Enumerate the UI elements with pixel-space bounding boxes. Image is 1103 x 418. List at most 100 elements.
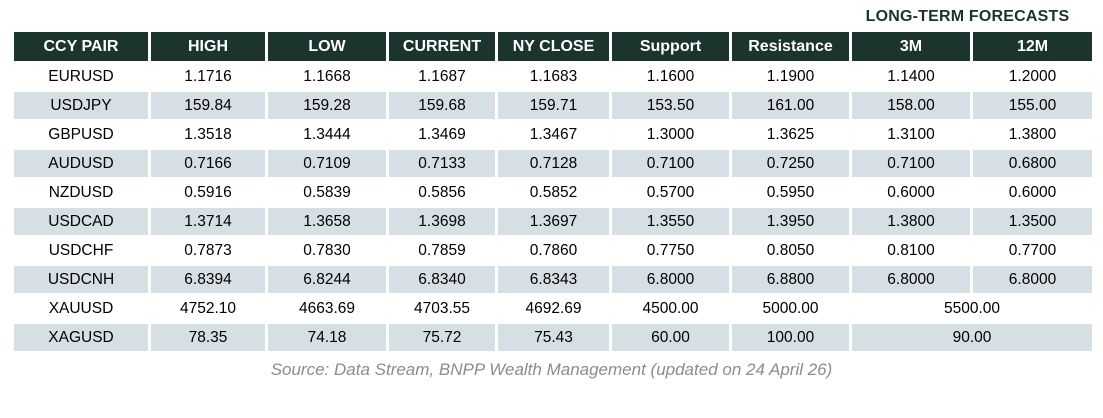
header-ccy-pair: CCY PAIR <box>14 32 148 61</box>
ccy-pair-cell: NZDUSD <box>14 179 148 206</box>
forecast-3m-cell: 1.3100 <box>852 121 970 148</box>
table-row: NZDUSD 0.5916 0.5839 0.5856 0.5852 0.5700 0.59… <box>14 179 1092 206</box>
header-support: Support <box>612 32 729 61</box>
resistance-cell: 5000.00 <box>732 295 849 322</box>
current-cell: 0.5856 <box>389 179 495 206</box>
ny-close-cell: 4692.69 <box>498 295 609 322</box>
header-ny-close: NY CLOSE <box>498 32 609 61</box>
low-cell: 1.3444 <box>268 121 386 148</box>
resistance-cell: 6.8800 <box>732 266 849 293</box>
high-cell: 1.3518 <box>151 121 265 148</box>
high-cell: 4752.10 <box>151 295 265 322</box>
low-cell: 0.7109 <box>268 150 386 177</box>
table-row: EURUSD 1.1716 1.1668 1.1687 1.1683 1.1600 1.19… <box>14 63 1092 90</box>
forecast-merged-cell: 90.00 <box>852 324 1092 351</box>
forecast-12m-cell: 0.6800 <box>973 150 1092 177</box>
forecast-12m-cell: 0.7700 <box>973 237 1092 264</box>
table-row: XAGUSD 78.35 74.18 75.72 75.43 60.00 100.00 90.… <box>14 324 1092 351</box>
resistance-cell: 100.00 <box>732 324 849 351</box>
long-term-forecasts-title: LONG-TERM FORECASTS <box>865 8 1070 25</box>
ny-close-cell: 0.7128 <box>498 150 609 177</box>
ccy-pair-cell: XAGUSD <box>14 324 148 351</box>
ccy-pair-cell: USDCNH <box>14 266 148 293</box>
resistance-cell: 0.8050 <box>732 237 849 264</box>
header-12m: 12M <box>973 32 1092 61</box>
high-cell: 1.1716 <box>151 63 265 90</box>
forecast-3m-cell: 1.1400 <box>852 63 970 90</box>
current-cell: 1.1687 <box>389 63 495 90</box>
forecast-3m-cell: 0.7100 <box>852 150 970 177</box>
header-current: CURRENT <box>389 32 495 61</box>
current-cell: 1.3469 <box>389 121 495 148</box>
table-row: USDCNH 6.8394 6.8244 6.8340 6.8343 6.8000 6.88… <box>14 266 1092 293</box>
table-row: XAUUSD 4752.10 4663.69 4703.55 4692.69 4500.0… <box>14 295 1092 322</box>
ny-close-cell: 159.71 <box>498 92 609 119</box>
current-cell: 0.7859 <box>389 237 495 264</box>
table-row: GBPUSD 1.3518 1.3444 1.3469 1.3467 1.3000 1.36… <box>14 121 1092 148</box>
ccy-pair-cell: EURUSD <box>14 63 148 90</box>
forecast-12m-cell: 1.3800 <box>973 121 1092 148</box>
resistance-cell: 0.5950 <box>732 179 849 206</box>
forecast-12m-cell: 6.8000 <box>973 266 1092 293</box>
low-cell: 1.1668 <box>268 63 386 90</box>
current-cell: 159.68 <box>389 92 495 119</box>
ccy-pair-cell: USDCHF <box>14 237 148 264</box>
forecast-12m-cell: 1.3500 <box>973 208 1092 235</box>
table-row: USDJPY 159.84 159.28 159.68 159.71 153.50 161.… <box>14 92 1092 119</box>
low-cell: 4663.69 <box>268 295 386 322</box>
ccy-pair-cell: USDJPY <box>14 92 148 119</box>
high-cell: 6.8394 <box>151 266 265 293</box>
support-cell: 1.1600 <box>612 63 729 90</box>
forecast-3m-cell: 1.3800 <box>852 208 970 235</box>
forecast-12m-cell: 0.6000 <box>973 179 1092 206</box>
header-3m: 3M <box>852 32 970 61</box>
forecast-3m-cell: 0.6000 <box>852 179 970 206</box>
high-cell: 78.35 <box>151 324 265 351</box>
table-row: USDCHF 0.7873 0.7830 0.7859 0.7860 0.7750 0.80… <box>14 237 1092 264</box>
support-cell: 4500.00 <box>612 295 729 322</box>
support-cell: 60.00 <box>612 324 729 351</box>
support-cell: 0.5700 <box>612 179 729 206</box>
ny-close-cell: 6.8343 <box>498 266 609 293</box>
low-cell: 159.28 <box>268 92 386 119</box>
ny-close-cell: 1.3697 <box>498 208 609 235</box>
resistance-cell: 0.7250 <box>732 150 849 177</box>
forecast-12m-cell: 155.00 <box>973 92 1092 119</box>
support-cell: 0.7100 <box>612 150 729 177</box>
long-term-forecasts-banner: LONG-TERM FORECASTS <box>14 4 1089 30</box>
ny-close-cell: 1.1683 <box>498 63 609 90</box>
current-cell: 75.72 <box>389 324 495 351</box>
low-cell: 0.7830 <box>268 237 386 264</box>
low-cell: 0.5839 <box>268 179 386 206</box>
high-cell: 0.5916 <box>151 179 265 206</box>
low-cell: 6.8244 <box>268 266 386 293</box>
support-cell: 6.8000 <box>612 266 729 293</box>
forecast-3m-cell: 158.00 <box>852 92 970 119</box>
ccy-pair-cell: GBPUSD <box>14 121 148 148</box>
forecast-merged-cell: 5500.00 <box>852 295 1092 322</box>
forecast-3m-cell: 0.8100 <box>852 237 970 264</box>
forecast-3m-cell: 6.8000 <box>852 266 970 293</box>
low-cell: 74.18 <box>268 324 386 351</box>
low-cell: 1.3658 <box>268 208 386 235</box>
header-resistance: Resistance <box>732 32 849 61</box>
forecast-12m-cell: 1.2000 <box>973 63 1092 90</box>
resistance-cell: 1.3950 <box>732 208 849 235</box>
header-high: HIGH <box>151 32 265 61</box>
ny-close-cell: 75.43 <box>498 324 609 351</box>
table-header-row: CCY PAIR HIGH LOW CURRENT NY CLOSE Suppo… <box>14 32 1092 61</box>
support-cell: 0.7750 <box>612 237 729 264</box>
current-cell: 1.3698 <box>389 208 495 235</box>
support-cell: 1.3000 <box>612 121 729 148</box>
high-cell: 159.84 <box>151 92 265 119</box>
current-cell: 4703.55 <box>389 295 495 322</box>
high-cell: 1.3714 <box>151 208 265 235</box>
ccy-pair-cell: USDCAD <box>14 208 148 235</box>
fx-forecast-table: CCY PAIR HIGH LOW CURRENT NY CLOSE Suppo… <box>11 30 1095 353</box>
ny-close-cell: 1.3467 <box>498 121 609 148</box>
table-row: USDCAD 1.3714 1.3658 1.3698 1.3697 1.3550 1.39… <box>14 208 1092 235</box>
table-row: AUDUSD 0.7166 0.7109 0.7133 0.7128 0.7100 0.72… <box>14 150 1092 177</box>
ny-close-cell: 0.7860 <box>498 237 609 264</box>
source-note: Source: Data Stream, BNPP Wealth Managem… <box>270 360 833 379</box>
